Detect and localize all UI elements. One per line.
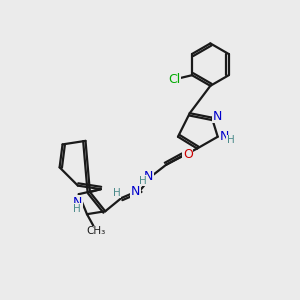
Text: O: O	[183, 148, 193, 161]
Text: CH₃: CH₃	[86, 226, 105, 236]
Text: Cl: Cl	[168, 73, 181, 86]
Text: N: N	[73, 196, 82, 209]
Text: N: N	[144, 170, 153, 183]
Text: H: H	[227, 135, 235, 145]
Text: N: N	[130, 185, 140, 198]
Text: N: N	[212, 110, 222, 123]
Text: H: H	[113, 188, 121, 198]
Text: H: H	[139, 176, 146, 186]
Text: N: N	[220, 130, 229, 143]
Text: H: H	[74, 204, 81, 214]
